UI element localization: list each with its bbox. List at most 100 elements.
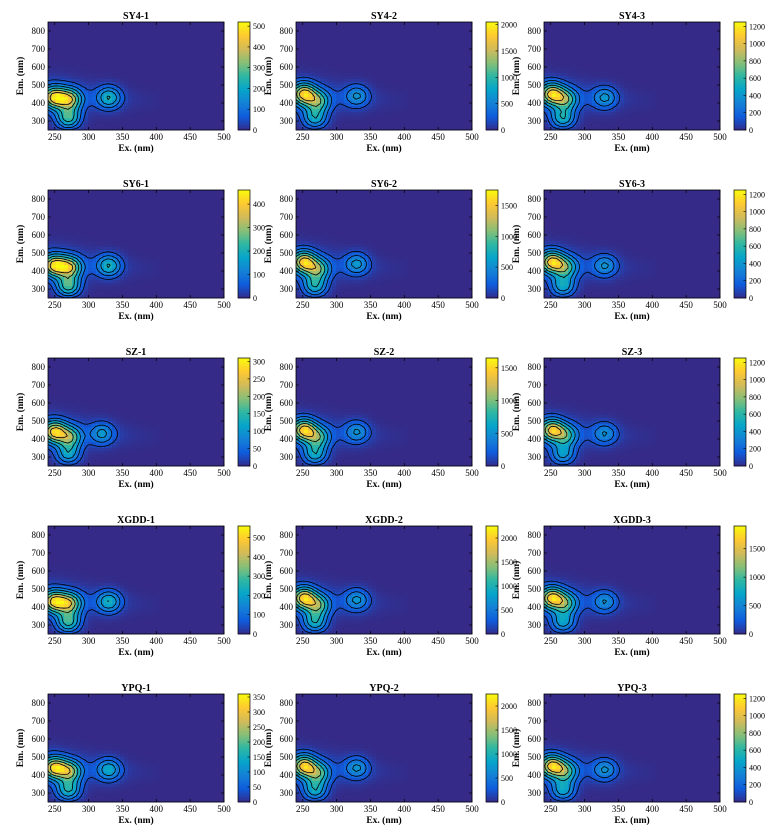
heat-cell	[324, 82, 329, 86]
heat-cell	[572, 34, 577, 38]
heat-cell	[352, 40, 357, 44]
heat-cell	[664, 109, 669, 113]
heat-cell	[156, 91, 161, 95]
heat-cell	[176, 118, 181, 122]
heat-cell	[392, 115, 397, 119]
heat-cell	[552, 100, 557, 104]
heat-cell	[136, 37, 141, 41]
heat-cell	[448, 46, 453, 50]
heat-cell	[412, 124, 417, 128]
heat-cell	[580, 67, 585, 71]
heat-cell	[672, 91, 677, 95]
heat-cell	[172, 55, 177, 59]
heat-cell	[356, 34, 361, 38]
heat-cell	[564, 40, 569, 44]
heat-cell	[564, 31, 569, 35]
heat-cell	[84, 28, 89, 32]
heat-cell	[352, 88, 357, 92]
heat-cell	[124, 127, 129, 131]
heat-cell	[660, 67, 665, 71]
heat-cell	[668, 115, 673, 119]
heat-cell	[616, 25, 621, 29]
colorbar-segment	[238, 76, 250, 79]
heat-cell	[660, 70, 665, 74]
y-tick-label: 700	[528, 44, 542, 54]
heat-cell	[132, 106, 137, 110]
heat-cell	[96, 73, 101, 77]
heat-cell	[220, 55, 225, 59]
heat-cell	[580, 127, 585, 131]
heat-cell	[348, 76, 353, 80]
heat-cell	[620, 100, 625, 104]
heat-cell	[704, 22, 709, 26]
heat-cell	[308, 115, 313, 119]
heat-cell	[688, 31, 693, 35]
heat-cell	[388, 22, 393, 26]
heat-cell	[356, 76, 361, 80]
heat-cell	[196, 73, 201, 77]
heat-cell	[152, 22, 157, 26]
heat-cell	[464, 88, 469, 92]
heat-cell	[684, 37, 689, 41]
heat-cell	[708, 70, 713, 74]
heat-cell	[632, 85, 637, 89]
x-tick-label: 500	[217, 132, 231, 142]
y-tick-label: 800	[32, 26, 46, 36]
heat-cell	[424, 61, 429, 65]
heat-cell	[648, 76, 653, 80]
heat-cell	[464, 31, 469, 35]
heat-cell	[376, 64, 381, 68]
heat-cell	[692, 97, 697, 101]
heat-cell	[444, 100, 449, 104]
heat-cell	[108, 127, 113, 131]
heat-cell	[708, 22, 713, 26]
heat-cell	[584, 94, 589, 98]
heat-cell	[456, 55, 461, 59]
heat-cell	[628, 37, 633, 41]
heat-cell	[196, 118, 201, 122]
heat-cell	[300, 127, 305, 131]
heat-cell	[468, 97, 473, 101]
heat-cell	[164, 55, 169, 59]
heat-cell	[184, 94, 189, 98]
heat-cell	[120, 109, 125, 113]
heat-cell	[712, 58, 717, 62]
heat-cell	[440, 67, 445, 71]
heat-cell	[608, 115, 613, 119]
heat-cell	[684, 88, 689, 92]
heat-cell	[132, 79, 137, 83]
heat-cell	[348, 91, 353, 95]
heat-cell	[204, 31, 209, 35]
heat-cell	[440, 49, 445, 53]
heat-cell	[656, 40, 661, 44]
heat-cell	[360, 100, 365, 104]
heat-cell	[716, 97, 721, 101]
heat-cell	[156, 55, 161, 59]
heat-cell	[56, 94, 61, 98]
heat-cell	[708, 100, 713, 104]
heat-cell	[584, 40, 589, 44]
heat-cell	[156, 73, 161, 77]
heat-cell	[600, 67, 605, 71]
heat-cell	[592, 67, 597, 71]
heat-cell	[704, 31, 709, 35]
heat-cell	[384, 61, 389, 65]
heat-cell	[564, 100, 569, 104]
heat-cell	[344, 100, 349, 104]
heat-cell	[716, 124, 721, 128]
heat-cell	[76, 46, 81, 50]
heat-cell	[356, 70, 361, 74]
heat-cell	[568, 28, 573, 32]
heat-cell	[572, 22, 577, 26]
heat-cell	[196, 40, 201, 44]
heat-cell	[440, 97, 445, 101]
heat-cell	[100, 25, 105, 29]
heat-cell	[324, 73, 329, 77]
heat-cell	[320, 31, 325, 35]
heat-cell	[220, 34, 225, 38]
heat-cell	[56, 64, 61, 68]
heat-cell	[640, 100, 645, 104]
heat-cell	[444, 37, 449, 41]
heat-cell	[580, 124, 585, 128]
heat-cell	[460, 34, 465, 38]
